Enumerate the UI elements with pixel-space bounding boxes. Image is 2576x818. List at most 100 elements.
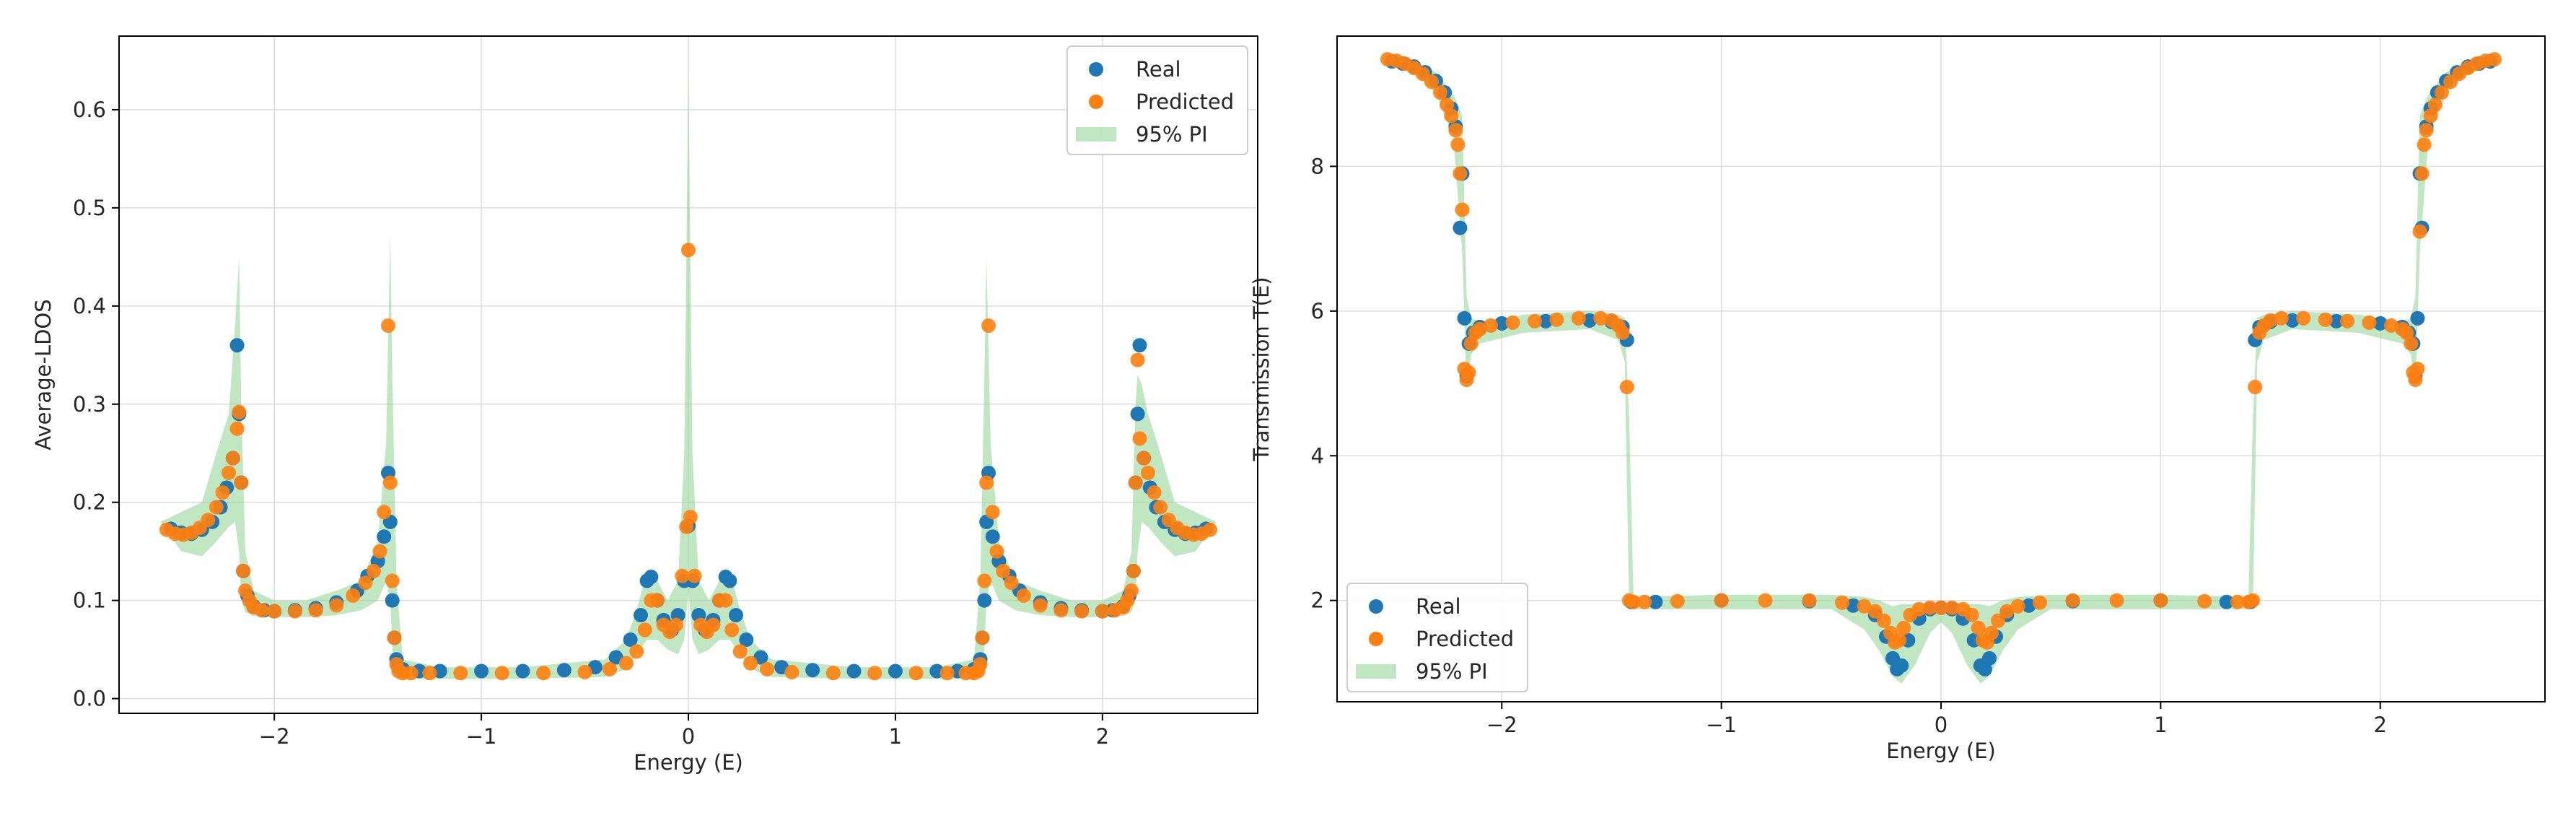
ldos-x-tick-label: −1: [466, 724, 497, 749]
ldos-y-tick-label: 0.5: [73, 196, 106, 220]
ldos-predicted-point: [1126, 563, 1141, 578]
ldos-predicted-point: [975, 630, 990, 645]
ldos-predicted-point: [346, 588, 361, 603]
transmission-legend-pi-label: 95% PI: [1416, 659, 1488, 684]
ldos-x-ticks: −2 −1 0 1 2: [259, 713, 1109, 749]
transmission-real-point: [1846, 598, 1861, 613]
ldos-real-point: [377, 529, 392, 544]
ldos-y-tick-label: 0.3: [73, 392, 106, 417]
ldos-predicted-point: [743, 656, 758, 671]
ldos-predicted-point: [1033, 598, 1048, 613]
ldos-real-point: [722, 573, 737, 588]
transmission-chart: −2 −1 0 1 2 2 4 6 8 Energy (E) Transmission T(E…: [1249, 35, 2546, 763]
transmission-y-ticks: 2 4 6 8: [1311, 154, 1337, 613]
ldos-predicted-point: [403, 666, 419, 681]
transmission-predicted-point: [2410, 362, 2425, 376]
transmission-predicted-point: [2010, 599, 2025, 614]
ldos-x-axis-label: Energy (E): [634, 750, 743, 775]
ldos-real-point: [888, 663, 903, 679]
transmission-predicted-point: [2263, 313, 2278, 328]
ldos-predicted-point: [215, 485, 230, 500]
ldos-real-point: [805, 663, 820, 678]
transmission-predicted-point: [1444, 108, 1459, 123]
transmission-y-tick-label: 2: [1311, 588, 1324, 613]
ldos-predicted-point: [1153, 500, 1168, 515]
ldos-predicted-point: [1016, 588, 1031, 603]
ldos-predicted-point: [687, 568, 702, 583]
ldos-y-axis-label: Average-LDOS: [31, 299, 56, 450]
ldos-real-point: [474, 663, 489, 679]
transmission-predicted-point: [1626, 594, 1641, 609]
transmission-predicted-point: [2383, 318, 2398, 333]
transmission-predicted-point: [1433, 85, 1448, 100]
transmission-predicted-point: [1448, 123, 1463, 138]
transmission-predicted-point: [1440, 97, 1455, 113]
ldos-y-tick-label: 0.0: [73, 687, 106, 711]
ldos-y-tick-label: 0.2: [73, 490, 106, 515]
ldos-predicted-point: [1136, 451, 1152, 466]
ldos-predicted-point: [1132, 431, 1147, 446]
ldos-predicted-point: [380, 318, 395, 334]
ldos-predicted-point: [209, 500, 224, 515]
ldos-predicted-point: [1203, 522, 1218, 537]
ldos-predicted-point: [577, 664, 592, 679]
transmission-real-point: [1453, 220, 1468, 235]
ldos-real-point: [728, 608, 743, 623]
transmission-predicted-point: [1999, 604, 2015, 619]
transmission-y-tick-label: 8: [1311, 154, 1324, 178]
transmission-predicted-point: [1934, 600, 1948, 615]
ldos-predicted-point: [706, 617, 721, 632]
ldos-predicted-point: [724, 622, 740, 638]
ldos-real-point: [229, 338, 245, 353]
ldos-predicted-point: [760, 661, 775, 676]
transmission-predicted-point: [1463, 336, 1478, 351]
ldos-legend-pi-swatch: [1076, 127, 1116, 142]
ldos-real-point: [985, 529, 1000, 544]
ldos-legend-real-marker: [1089, 62, 1103, 77]
transmission-predicted-point: [1984, 625, 1999, 640]
ldos-predicted-point: [629, 644, 644, 659]
ldos-predicted-point: [329, 598, 344, 613]
ldos-y-tick-label: 0.4: [73, 294, 106, 318]
transmission-predicted-point: [2032, 595, 2047, 610]
transmission-legend: Real Predicted 95% PI: [1346, 583, 1528, 692]
ldos-predicted-point: [989, 544, 1004, 559]
ldos-predicted-point: [267, 604, 282, 619]
transmission-predicted-point: [1670, 593, 1685, 609]
transmission-predicted-point: [2408, 373, 2423, 388]
transmission-predicted-point: [1922, 600, 1937, 615]
ldos-prediction-interval: [160, 65, 1217, 679]
transmission-legend-real-marker: [1369, 599, 1383, 614]
transmission-predicted-point: [1835, 595, 1850, 610]
ldos-predicted-point: [1004, 575, 1019, 591]
ldos-predicted-point: [649, 593, 665, 608]
transmission-predicted-point: [1896, 620, 1911, 635]
ldos-y-tick-label: 0.1: [73, 588, 106, 613]
transmission-legend-real-label: Real: [1416, 594, 1461, 619]
transmission-real-point: [1648, 594, 1663, 609]
transmission-real-point: [2373, 316, 2388, 331]
transmission-predicted-point: [2340, 313, 2355, 328]
transmission-predicted-point: [2417, 137, 2432, 152]
transmission-x-ticks: −2 −1 0 1 2: [1486, 702, 2387, 737]
ldos-real-point: [977, 593, 992, 608]
transmission-predicted-point: [1876, 613, 1891, 628]
ldos-pi-band: [160, 65, 1217, 679]
ldos-x-tick-label: 1: [889, 724, 902, 749]
transmission-predicted-point: [2274, 310, 2289, 326]
transmission-predicted-point: [2404, 336, 2419, 351]
ldos-predicted-point: [973, 657, 988, 672]
transmission-real-point: [2284, 313, 2300, 328]
ldos-x-tick-label: 0: [682, 724, 695, 749]
ldos-predicted-point: [985, 505, 1000, 520]
transmission-predicted-point: [1857, 599, 1872, 614]
transmission-real-point: [1494, 316, 1510, 331]
ldos-predicted-point: [201, 513, 216, 528]
transmission-predicted-point: [2153, 593, 2168, 608]
ldos-predicted-point: [908, 666, 924, 681]
transmission-real-point: [1981, 651, 1997, 666]
transmission-real-point: [2329, 313, 2344, 328]
ldos-real-point: [1130, 406, 1145, 422]
transmission-predicted-point: [1472, 321, 1487, 336]
transmission-predicted-point: [2248, 380, 2263, 395]
